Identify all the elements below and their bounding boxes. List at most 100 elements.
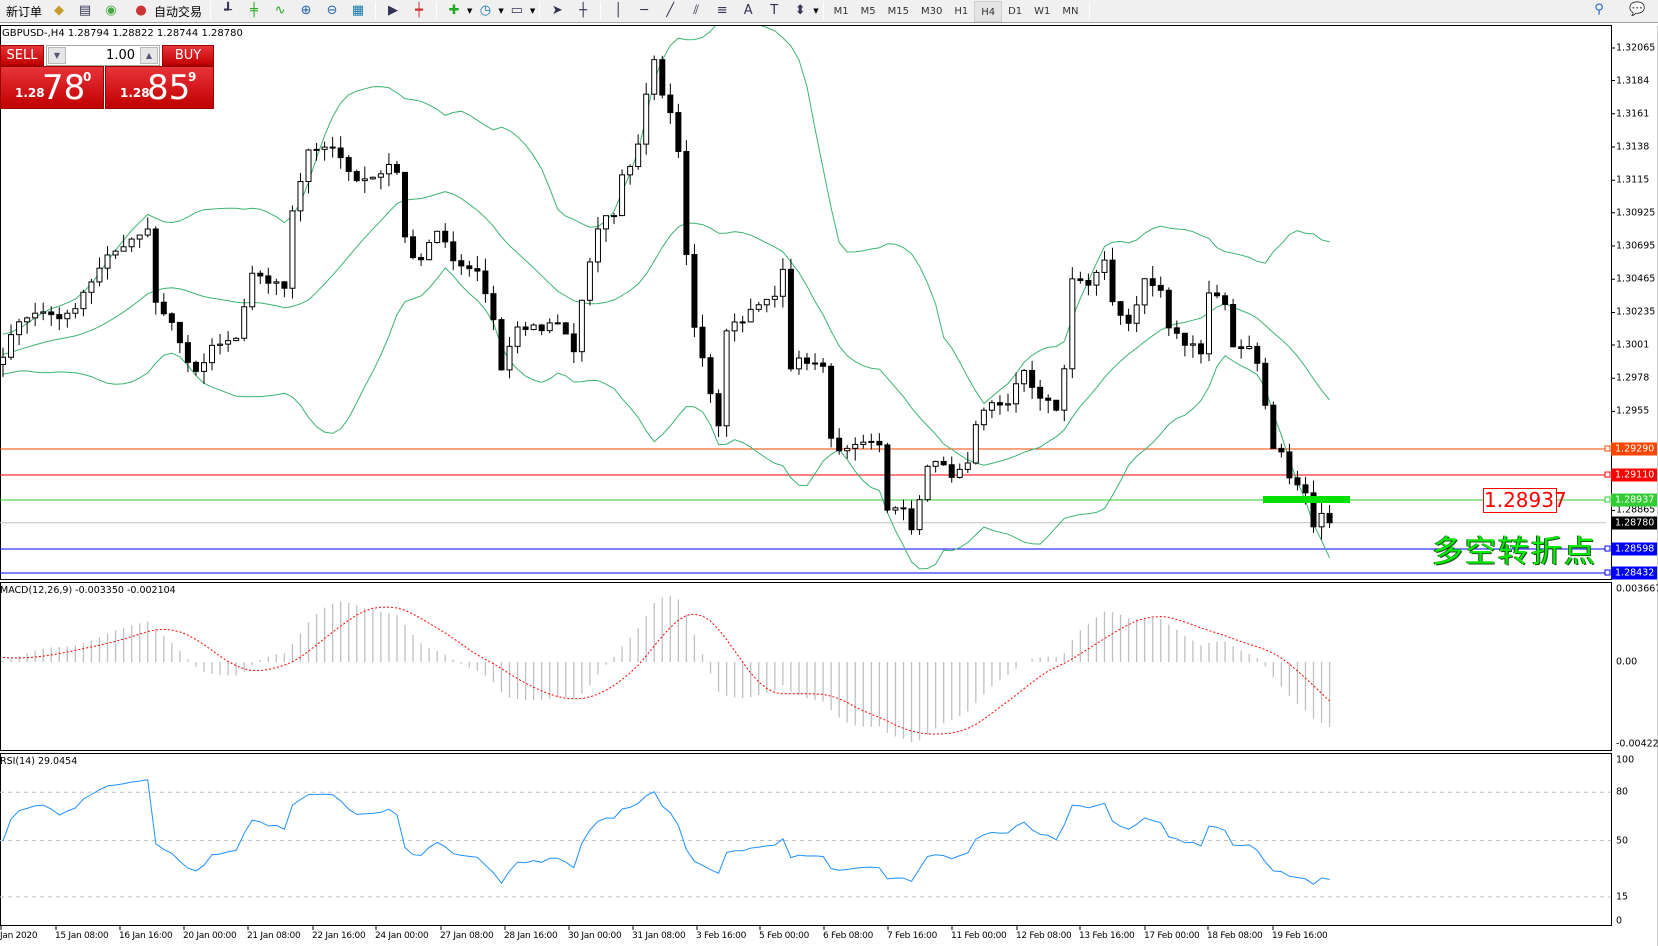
candle xyxy=(1286,443,1293,485)
candle-body xyxy=(377,173,384,178)
candle xyxy=(1061,364,1068,422)
text-icon[interactable]: A xyxy=(743,3,753,18)
chat-icon[interactable]: 💬 xyxy=(1629,2,1646,17)
history-icon[interactable]: ◆ xyxy=(54,3,65,18)
candle-body xyxy=(530,324,537,330)
time-axis-label: 30 Jan 00:00 xyxy=(568,931,622,941)
candle-body xyxy=(755,304,762,310)
candle xyxy=(128,237,135,252)
candle xyxy=(812,353,819,371)
cursor-icon[interactable]: ➤ xyxy=(551,3,563,18)
equidistant-channel-icon[interactable]: ⫽ xyxy=(693,3,700,18)
chart-shift-icon[interactable]: ┿ xyxy=(415,3,423,18)
candle xyxy=(988,400,995,419)
autoscroll-icon[interactable]: ▶ xyxy=(388,3,399,18)
arrows-icon[interactable]: ⬍ xyxy=(794,3,806,18)
lot-size-input[interactable]: ▼ 1.00 ▲ xyxy=(46,45,160,66)
sell-button[interactable]: SELL xyxy=(0,45,44,66)
indicators-icon[interactable]: ✚ xyxy=(448,3,460,18)
candle xyxy=(1109,247,1116,306)
text-label-icon[interactable]: T xyxy=(770,3,779,18)
timeframe-w1[interactable]: W1 xyxy=(1034,5,1051,17)
line-handle[interactable] xyxy=(1604,545,1611,552)
crosshair-icon[interactable]: ┼ xyxy=(579,3,588,18)
pivot-annotation-text[interactable]: 多空转折点 xyxy=(1432,534,1597,570)
timeframe-h4[interactable]: H4 xyxy=(974,0,1003,22)
periods-clock-icon[interactable]: ◷ xyxy=(479,3,492,18)
fibonacci-icon[interactable]: ≡ xyxy=(716,3,728,18)
candle-body xyxy=(723,330,730,427)
candle-body xyxy=(707,357,714,395)
vertical-line-icon[interactable]: │ xyxy=(614,3,623,18)
line-chart-icon[interactable]: ∿ xyxy=(274,3,286,18)
candle xyxy=(209,338,216,371)
candle-body xyxy=(88,281,95,293)
sell-price-button[interactable]: 1.28 78 0 xyxy=(0,66,104,109)
buy-price-button[interactable]: 1.28 85 9 xyxy=(105,66,214,109)
candle-body xyxy=(643,93,650,145)
line-handle[interactable] xyxy=(1604,496,1611,503)
new-order-button[interactable]: 新订单 xyxy=(2,1,46,22)
candle xyxy=(1053,399,1060,412)
zoom-out-icon[interactable]: ⊖ xyxy=(326,3,338,18)
candle xyxy=(217,334,224,355)
timeframe-m1[interactable]: M1 xyxy=(833,5,849,17)
zoom-in-icon[interactable]: ⊕ xyxy=(300,3,312,18)
candle-body xyxy=(900,507,907,510)
trendline-icon[interactable]: ╱ xyxy=(666,3,675,18)
pivot-price-label[interactable]: 1.28937 xyxy=(1483,488,1567,513)
time-axis-label: 7 Feb 16:00 xyxy=(887,931,938,941)
candle-body xyxy=(273,281,280,284)
candle-body xyxy=(1238,346,1245,350)
buy-button[interactable]: BUY xyxy=(162,45,214,66)
candle xyxy=(747,298,754,323)
candle xyxy=(779,258,786,308)
candle xyxy=(1101,251,1108,280)
candle-body xyxy=(353,171,360,182)
price-tag-1.29290: 1.29290 xyxy=(1611,442,1657,456)
templates-icon[interactable]: ▭ xyxy=(510,3,523,18)
line-handle[interactable] xyxy=(1604,445,1611,452)
candlestick-icon[interactable]: ╪ xyxy=(250,3,258,18)
candle xyxy=(192,360,199,376)
candle-body xyxy=(699,326,706,359)
candle xyxy=(152,226,159,315)
lot-increase-button[interactable]: ▲ xyxy=(140,47,158,64)
buy-price-fraction: 9 xyxy=(188,70,197,84)
candle-body xyxy=(586,261,593,301)
candle-body xyxy=(603,215,609,230)
candle xyxy=(0,347,6,377)
time-axis-label: 21 Jan 08:00 xyxy=(247,931,301,941)
candle xyxy=(1165,287,1172,337)
signal-icon[interactable]: ◉ xyxy=(105,3,117,18)
horizontal-line-icon[interactable]: ─ xyxy=(640,3,649,18)
timeframe-h1[interactable]: H1 xyxy=(954,5,969,17)
timeframe-d1[interactable]: D1 xyxy=(1008,5,1023,17)
timeframe-mn[interactable]: MN xyxy=(1062,5,1079,17)
timeframe-m30[interactable]: M30 xyxy=(920,5,943,17)
tile-windows-icon[interactable]: ▦ xyxy=(351,3,365,18)
candle-body xyxy=(297,181,304,212)
price-axis-label: 1.3138 xyxy=(1616,141,1650,153)
data-folder-icon[interactable]: ▤ xyxy=(78,3,92,18)
candle xyxy=(603,215,609,242)
price-axis-label: 1.3161 xyxy=(1616,108,1650,120)
candle-body xyxy=(578,299,585,353)
auto-trading-button[interactable]: ● 自动交易 xyxy=(124,1,206,22)
candle xyxy=(932,460,939,473)
lot-decrease-button[interactable]: ▼ xyxy=(48,47,66,64)
bar-chart-icon[interactable]: ┹ xyxy=(224,3,232,18)
line-handle[interactable] xyxy=(1604,569,1611,576)
candle-body xyxy=(1157,284,1164,291)
candle-body xyxy=(972,424,979,464)
search-icon[interactable]: ⚲ xyxy=(1594,2,1604,17)
line-handle[interactable] xyxy=(1604,471,1611,478)
candle-body xyxy=(120,246,127,252)
candle-body xyxy=(1029,369,1036,388)
timeframe-m15[interactable]: M15 xyxy=(887,5,909,17)
candle xyxy=(1206,280,1212,362)
candle xyxy=(1181,332,1188,357)
timeframe-m5[interactable]: M5 xyxy=(860,5,876,17)
candle xyxy=(16,318,23,346)
